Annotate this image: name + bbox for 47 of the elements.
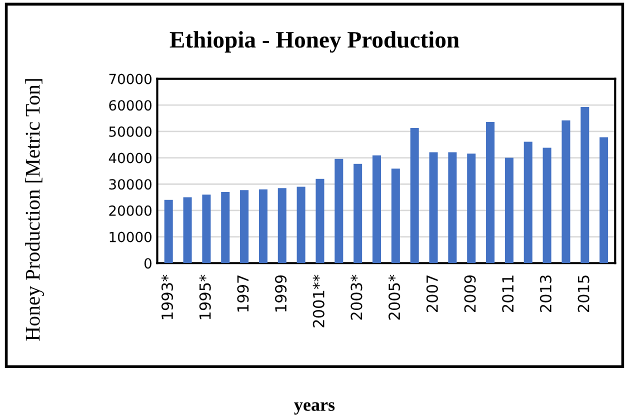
bar <box>580 106 590 264</box>
bar <box>486 122 495 264</box>
x-tick-label: 2001** <box>312 274 324 328</box>
bar <box>524 142 532 264</box>
y-tick-label: 60000 <box>109 100 152 111</box>
bar <box>240 190 249 264</box>
y-tick-label: 50000 <box>109 126 152 137</box>
x-tick-label: 2009 <box>464 275 476 312</box>
x-tick-label: 2007 <box>426 276 438 312</box>
bar <box>391 168 400 264</box>
bar <box>504 158 514 264</box>
bar <box>221 192 230 264</box>
x-tick-label: 2005* <box>388 274 400 320</box>
x-tick-label: 2003* <box>350 274 362 320</box>
x-tick-label: 1999 <box>275 275 287 312</box>
bar <box>202 194 211 264</box>
y-tick-label: 70000 <box>109 74 152 84</box>
chart-title: Ethiopia - Honey Production <box>170 31 460 53</box>
x-tick-label: 1993* <box>161 274 174 320</box>
y-axis-title: Honey Production [Metric Ton] <box>25 79 44 341</box>
bar <box>278 188 286 264</box>
y-tick-label: 30000 <box>109 179 152 190</box>
bar <box>429 152 438 264</box>
x-tick-label: 2015 <box>578 276 590 312</box>
x-tick-label: 2013 <box>540 275 552 312</box>
bar <box>164 200 173 264</box>
x-tick-label: 1997 <box>237 276 249 312</box>
x-tick-label: 2011 <box>502 276 514 312</box>
y-tick-label: 20000 <box>109 205 152 216</box>
bar <box>334 158 344 264</box>
bar <box>410 128 419 264</box>
bar <box>372 155 381 264</box>
y-tick-label: 0 <box>144 258 152 269</box>
x-axis-title: years <box>294 402 335 415</box>
bar <box>448 152 457 264</box>
bar <box>354 164 362 264</box>
bar <box>542 148 552 264</box>
bar <box>467 154 476 264</box>
y-tick-label: 10000 <box>110 232 152 242</box>
y-tick-label: 40000 <box>108 152 152 164</box>
bar <box>600 137 608 264</box>
bar <box>316 178 324 264</box>
bar <box>296 186 306 264</box>
x-tick-label: 1995* <box>199 274 211 320</box>
bar <box>258 189 268 264</box>
bar <box>562 120 570 264</box>
bar <box>183 197 192 264</box>
